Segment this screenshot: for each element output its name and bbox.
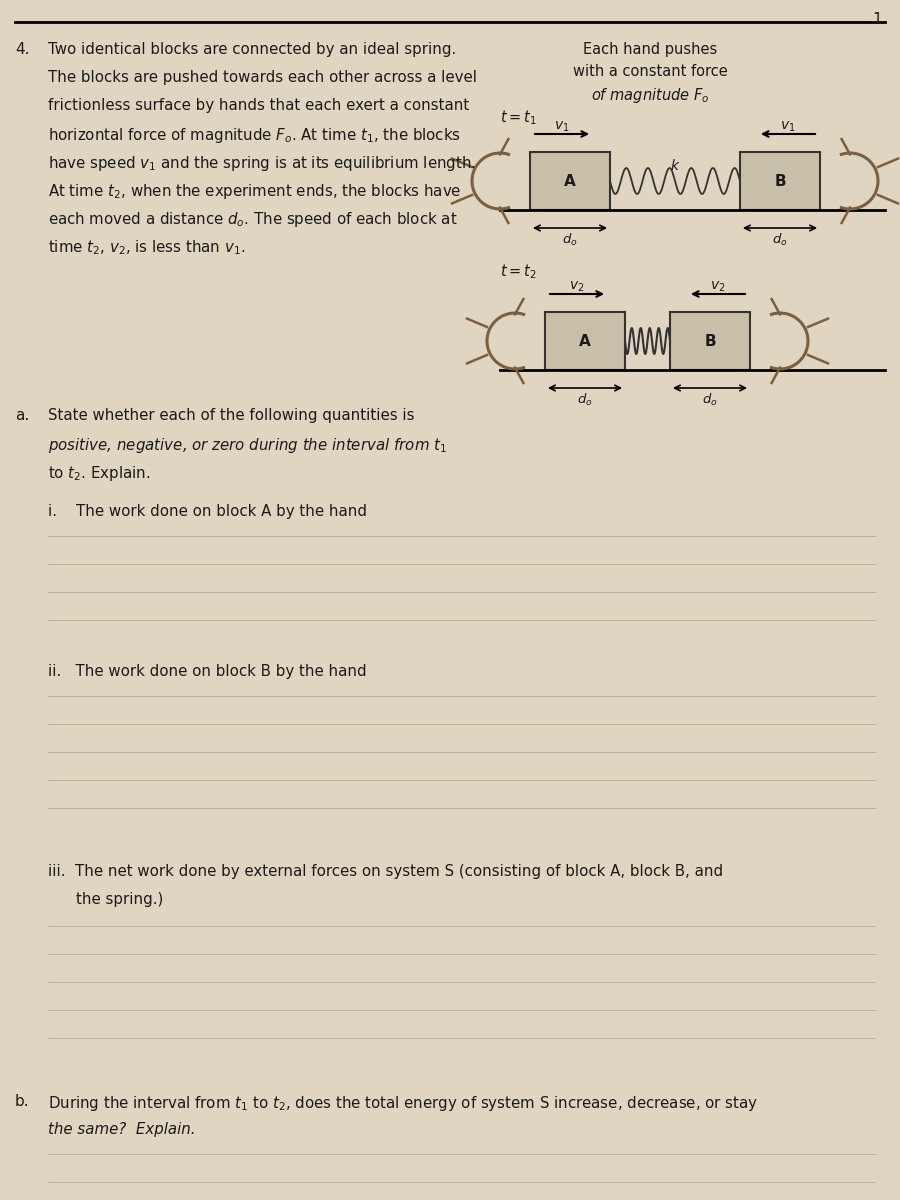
- Text: a.: a.: [15, 408, 29, 422]
- Text: iii.  The net work done by external forces on system S (consisting of block A, b: iii. The net work done by external force…: [48, 864, 723, 878]
- Text: $d_o$: $d_o$: [702, 392, 718, 408]
- Text: 1: 1: [872, 12, 882, 26]
- Text: $d_o$: $d_o$: [577, 392, 593, 408]
- Text: frictionless surface by hands that each exert a constant: frictionless surface by hands that each …: [48, 98, 469, 113]
- Text: At time $t_2$, when the experiment ends, the blocks have: At time $t_2$, when the experiment ends,…: [48, 182, 462, 200]
- Text: $d_o$: $d_o$: [772, 232, 788, 248]
- Text: State whether each of the following quantities is: State whether each of the following quan…: [48, 408, 415, 422]
- Text: $v_1$: $v_1$: [554, 120, 570, 134]
- Text: A: A: [579, 334, 591, 348]
- Text: k: k: [671, 158, 679, 173]
- Text: each moved a distance $d_o$. The speed of each block at: each moved a distance $d_o$. The speed o…: [48, 210, 457, 229]
- Text: i.    The work done on block A by the hand: i. The work done on block A by the hand: [48, 504, 367, 518]
- Text: During the interval from $t_1$ to $t_2$, does the total energy of system S incre: During the interval from $t_1$ to $t_2$,…: [48, 1094, 758, 1114]
- Bar: [545, 312, 625, 370]
- Text: horizontal force of magnitude $F_o$. At time $t_1$, the blocks: horizontal force of magnitude $F_o$. At …: [48, 126, 461, 145]
- Text: with a constant force: with a constant force: [572, 64, 727, 79]
- Text: of magnitude $F_o$: of magnitude $F_o$: [590, 86, 709, 104]
- Bar: [670, 312, 750, 370]
- Text: time $t_2$, $v_2$, is less than $v_1$.: time $t_2$, $v_2$, is less than $v_1$.: [48, 238, 246, 257]
- Text: to $t_2$. Explain.: to $t_2$. Explain.: [48, 464, 150, 482]
- Text: Two identical blocks are connected by an ideal spring.: Two identical blocks are connected by an…: [48, 42, 456, 56]
- Text: 4.: 4.: [15, 42, 30, 56]
- Text: B: B: [774, 174, 786, 188]
- Text: B: B: [704, 334, 716, 348]
- Text: ii.   The work done on block B by the hand: ii. The work done on block B by the hand: [48, 664, 366, 679]
- Text: the spring.): the spring.): [76, 892, 164, 907]
- Text: $d_o$: $d_o$: [562, 232, 578, 248]
- Text: have speed $v_1$ and the spring is at its equilibrium length.: have speed $v_1$ and the spring is at it…: [48, 154, 476, 173]
- Text: the same?  Explain.: the same? Explain.: [48, 1122, 195, 1138]
- Text: Each hand pushes: Each hand pushes: [583, 42, 717, 56]
- Text: A: A: [564, 174, 576, 188]
- Text: $v_1$: $v_1$: [780, 120, 796, 134]
- Text: $t = t_1$: $t = t_1$: [500, 108, 537, 127]
- Text: $t = t_2$: $t = t_2$: [500, 262, 536, 281]
- Text: b.: b.: [15, 1094, 30, 1109]
- Bar: [740, 152, 820, 210]
- Text: positive, negative, or zero during the interval from $t_1$: positive, negative, or zero during the i…: [48, 436, 447, 455]
- Text: $v_2$: $v_2$: [570, 280, 585, 294]
- Text: $v_2$: $v_2$: [710, 280, 725, 294]
- Bar: [530, 152, 610, 210]
- Text: The blocks are pushed towards each other across a level: The blocks are pushed towards each other…: [48, 70, 477, 85]
